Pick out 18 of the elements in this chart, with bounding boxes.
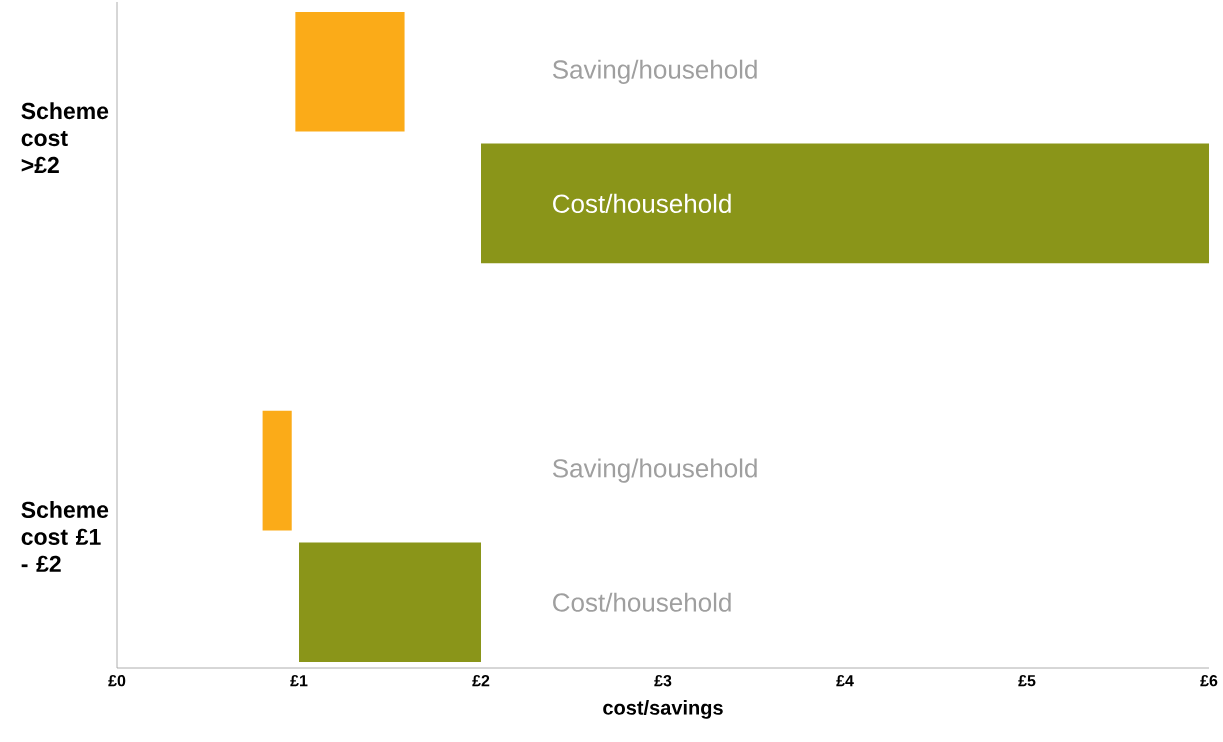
x-tick-label: £3 [654,675,672,687]
bar [262,410,292,531]
series-label: Cost/household [553,193,731,213]
bar [295,11,405,132]
bar [299,542,481,663]
y-tick-label: Scheme cost >£2 [21,102,109,173]
x-tick-label: £4 [836,675,854,687]
bar [481,143,1210,264]
x-tick-label: £5 [1018,675,1036,687]
text: Cost/household [553,592,731,612]
text: Saving/household [552,59,757,84]
x-tick-label: £2 [472,675,490,687]
y-tick-label: Scheme cost £1 - £2 [21,501,109,572]
text: Saving/household [552,458,757,483]
x-axis-title: cost/savings [603,700,723,719]
x-tick-label: £6 [1200,675,1218,687]
x-tick-label: £0 [108,675,126,687]
x-tick-label: £1 [290,675,308,687]
